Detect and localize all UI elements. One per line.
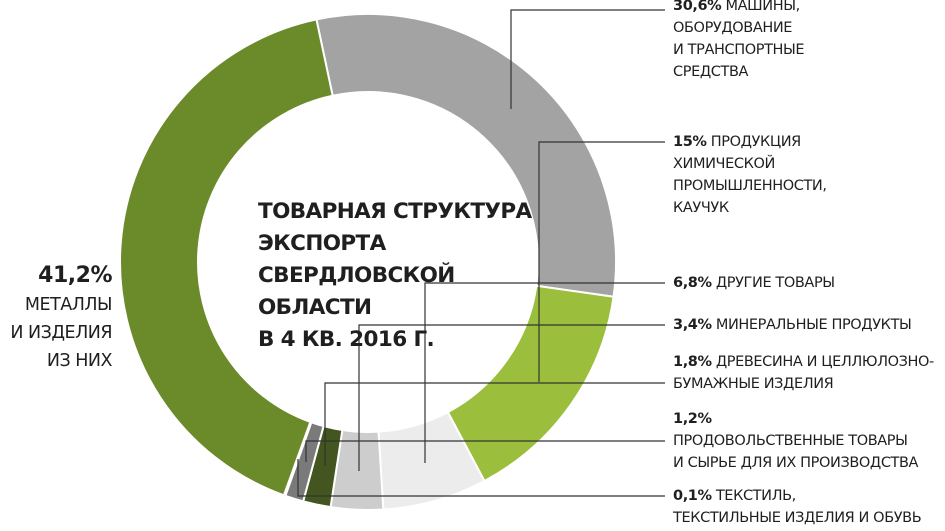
slice-label-chemical: 15% ПРОДУКЦИЯ ХИМИЧЕСКОЙ ПРОМЫШЛЕННОСТИ,… <box>673 131 827 219</box>
slice-label-line: ТЕКСТИЛЬ, <box>715 488 796 504</box>
leader-line-other <box>424 282 665 463</box>
chart-title: ТОВАРНАЯ СТРУКТУРА ЭКСПОРТА СВЕРДЛОВСКОЙ… <box>258 196 532 356</box>
slice-label-line: ПРОМЫШЛЕННОСТИ, <box>673 178 827 194</box>
chart-title-line: ЭКСПОРТА <box>258 231 386 256</box>
slice-label-line: МЕТАЛЛЫ <box>24 295 113 315</box>
slice-label-textile: 0,1% ТЕКСТИЛЬ, ТЕКСТИЛЬНЫЕ ИЗДЕЛИЯ И ОБУ… <box>673 485 922 529</box>
slice-label-line: ТЕКСТИЛЬНЫЕ ИЗДЕЛИЯ И ОБУВЬ <box>673 510 922 526</box>
slice-label-line: ДРЕВЕСИНА И ЦЕЛЛЮЛОЗНО- <box>715 354 934 370</box>
slice-label-line: ХИМИЧЕСКОЙ <box>673 156 775 172</box>
slice-label-line: ПРОДУКЦИЯ <box>710 134 802 150</box>
slice-label-minerals: 3,4% МИНЕРАЛЬНЫЕ ПРОДУКТЫ <box>673 314 912 336</box>
donut-slice-metals <box>119 18 334 497</box>
slice-value-label: 0,1% <box>673 488 712 504</box>
slice-label-line: МИНЕРАЛЬНЫЕ ПРОДУКТЫ <box>715 317 912 333</box>
slice-label-food: 1,2% ПРОДОВОЛЬСТВЕННЫЕ ТОВАРЫ И СЫРЬЕ ДЛ… <box>673 408 918 474</box>
leader-line-textile <box>297 459 665 497</box>
slice-value-label: 1,8% <box>673 354 712 370</box>
chart-title-line: СВЕРДЛОВСКОЙ <box>258 263 455 288</box>
slice-label-wood: 1,8% ДРЕВЕСИНА И ЦЕЛЛЮЛОЗНО- БУМАЖНЫЕ ИЗ… <box>673 351 934 395</box>
leader-line-wood <box>324 382 665 466</box>
leader-line-minerals <box>358 324 665 471</box>
slice-value-label: 1,2% <box>673 411 712 427</box>
slice-label-line: ИЗ НИХ <box>46 351 113 371</box>
leader-line-chemical <box>538 141 665 382</box>
slice-label-other: 6,8% ДРУГИЕ ТОВАРЫ <box>673 272 835 294</box>
chart-title-line: ОБЛАСТИ <box>258 295 372 320</box>
slice-label-line: И ТРАНСПОРТНЫЕ <box>673 42 805 58</box>
donut-slice-machinery <box>315 13 617 298</box>
slice-label-line: БУМАЖНЫЕ ИЗДЕЛИЯ <box>673 376 834 392</box>
slice-label-line: И ИЗДЕЛИЯ <box>10 323 112 343</box>
leader-line-food <box>305 440 665 462</box>
slice-label-line: ОБОРУДОВАНИЕ <box>673 20 793 36</box>
slice-value-label: 30,6% <box>673 0 722 14</box>
slice-value-label: 3,4% <box>673 317 712 333</box>
slice-value-label: 6,8% <box>673 275 712 291</box>
slice-label-line: СРЕДСТВА <box>673 64 749 80</box>
slice-label-line: ДРУГИЕ ТОВАРЫ <box>715 275 835 291</box>
leader-line-machinery <box>510 9 665 109</box>
slice-label-line: И СЫРЬЕ ДЛЯ ИХ ПРОИЗВОДСТВА <box>673 455 919 471</box>
slice-label-line: ПРОДОВОЛЬСТВЕННЫЕ ТОВАРЫ <box>673 433 908 449</box>
slice-label-line: МАШИНЫ, <box>725 0 801 14</box>
chart-title-line: В 4 КВ. 2016 Г. <box>258 327 435 352</box>
slice-label-line: КАУЧУК <box>673 200 729 216</box>
slice-value-label: 15% <box>673 134 707 150</box>
slice-label-machinery: 30,6% МАШИНЫ, ОБОРУДОВАНИЕ И ТРАНСПОРТНЫ… <box>673 0 805 83</box>
chart-title-line: ТОВАРНАЯ СТРУКТУРА <box>258 199 532 224</box>
slice-value-label: 41,2% <box>38 263 112 288</box>
slice-label-metals: 41,2% МЕТАЛЛЫ И ИЗДЕЛИЯ ИЗ НИХ <box>10 261 112 375</box>
